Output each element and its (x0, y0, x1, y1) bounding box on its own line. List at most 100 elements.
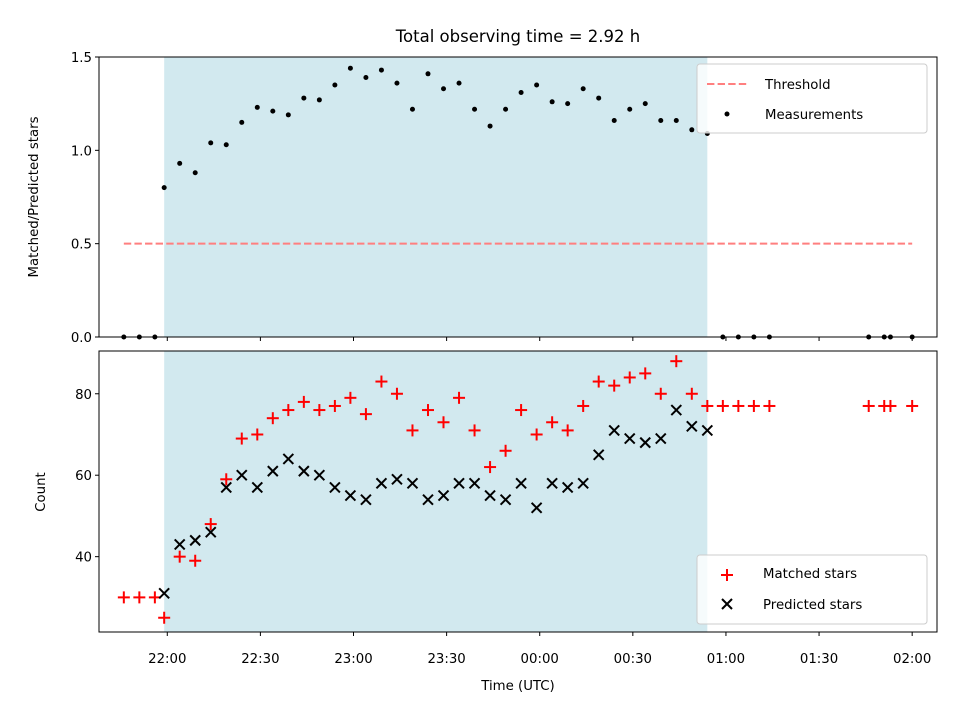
measurement-point (627, 106, 633, 112)
measurement-point (177, 160, 183, 166)
count-legend: Matched stars Predicted stars (696, 554, 928, 625)
measurement-point (208, 140, 214, 146)
predicted-star-point (375, 477, 388, 490)
matched-star-point (282, 404, 295, 417)
count-y-axis: 40 60 80 (75, 388, 99, 566)
predicted-star-point (220, 481, 232, 494)
predicted-star-point (173, 538, 186, 551)
count-plot-frame (98, 350, 938, 633)
matched-star-point (884, 399, 897, 412)
predicted-star-point (344, 489, 357, 502)
matched-star-point (608, 379, 621, 392)
ratio-panel: 0.0 0.5 1.0 1.5 Matched/Predicted stars Thr… (27, 51, 938, 346)
ratio-y-tick-label: 0.5 (71, 238, 92, 253)
matched-star-point (577, 399, 590, 412)
legend-matched-swatch (721, 569, 733, 581)
matched-star-point (297, 395, 310, 408)
measurement-point (254, 104, 260, 110)
matched-star-point (204, 518, 217, 531)
matched-star-point (344, 391, 357, 404)
predicted-star-point (701, 424, 714, 437)
matched-star-point (685, 387, 698, 400)
x-tick-label: 22:00 (148, 652, 186, 667)
measurement-point (689, 127, 695, 133)
ratio-y-axis: 0.0 0.5 1.0 1.5 (71, 51, 99, 346)
measurement-point (316, 97, 322, 103)
measurement-point (270, 108, 276, 114)
figure-title: Total observing time = 2.92 h (395, 27, 640, 46)
matched-star-point (592, 375, 605, 388)
x-tick-label: 01:00 (707, 652, 745, 667)
predicted-stars-points (158, 404, 714, 600)
x-tick-label: 02:00 (893, 652, 931, 667)
matched-star-point (266, 412, 279, 425)
matched-star-point (530, 428, 543, 441)
predicted-star-point (561, 481, 574, 494)
matched-star-point (133, 591, 146, 604)
predicted-star-point (236, 469, 248, 481)
predicted-star-point (329, 481, 341, 494)
count-legend-box (696, 554, 928, 625)
predicted-star-point (360, 493, 372, 506)
matched-star-point (158, 611, 171, 624)
matched-star-point (220, 473, 233, 486)
observing-window-shade (164, 57, 708, 337)
predicted-star-point (608, 424, 620, 437)
measurement-point (472, 106, 478, 112)
measurement-point (596, 95, 602, 101)
matched-star-point (235, 432, 248, 445)
measurement-point (347, 65, 353, 71)
matched-star-point (313, 404, 326, 417)
measurement-point (223, 142, 229, 148)
matched-stars-points (117, 355, 919, 624)
predicted-star-point (624, 432, 636, 445)
predicted-star-point (686, 420, 698, 433)
matched-star-point (484, 461, 497, 474)
count-panel: 40 60 80 22:00 22:30 23:00 23:30 00:00 00:30 01:… (34, 350, 938, 694)
predicted-star-point (189, 534, 201, 547)
legend-predicted-swatch (721, 598, 733, 610)
measurement-point (658, 117, 664, 123)
predicted-star-point (484, 489, 496, 502)
matched-star-point (623, 371, 636, 384)
legend-measurements-swatch (724, 111, 730, 117)
measurement-point (192, 170, 198, 176)
matched-star-point (763, 399, 776, 412)
measurement-point (534, 82, 540, 88)
matched-star-point (173, 550, 186, 563)
legend-matched-label: Matched stars (763, 567, 857, 582)
predicted-star-point (515, 477, 527, 490)
predicted-star-point (313, 469, 326, 481)
measurement-point (425, 71, 431, 77)
predicted-star-point (298, 465, 310, 477)
matched-star-point (654, 387, 667, 400)
predicted-star-point (577, 477, 589, 490)
legend-threshold-label: Threshold (764, 78, 831, 93)
predicted-star-point (499, 493, 512, 506)
ratio-legend-box (696, 63, 928, 134)
matched-star-point (189, 554, 202, 567)
count-y-tick-label: 80 (75, 388, 92, 403)
measurement-point (565, 101, 571, 107)
measurement-point (456, 80, 462, 86)
measurement-point (611, 117, 617, 123)
matched-star-point (437, 416, 450, 429)
matched-star-point (375, 375, 388, 388)
measurement-point (363, 75, 369, 81)
matched-star-point (328, 399, 341, 412)
predicted-star-point (406, 477, 419, 490)
predicted-star-point (158, 587, 170, 600)
ratio-y-tick-label: 1.0 (71, 144, 92, 159)
measurement-point (487, 123, 493, 129)
legend-measurements-label: Measurements (765, 108, 863, 123)
measurement-point (673, 117, 679, 123)
measurement-point (378, 67, 384, 73)
predicted-star-point (251, 481, 263, 494)
ratio-plot-frame (98, 56, 938, 338)
predicted-star-point (422, 493, 434, 506)
x-tick-label: 23:30 (427, 652, 465, 667)
count-y-tick-label: 60 (75, 469, 92, 484)
predicted-star-point (468, 477, 481, 490)
matched-star-point (639, 367, 652, 380)
